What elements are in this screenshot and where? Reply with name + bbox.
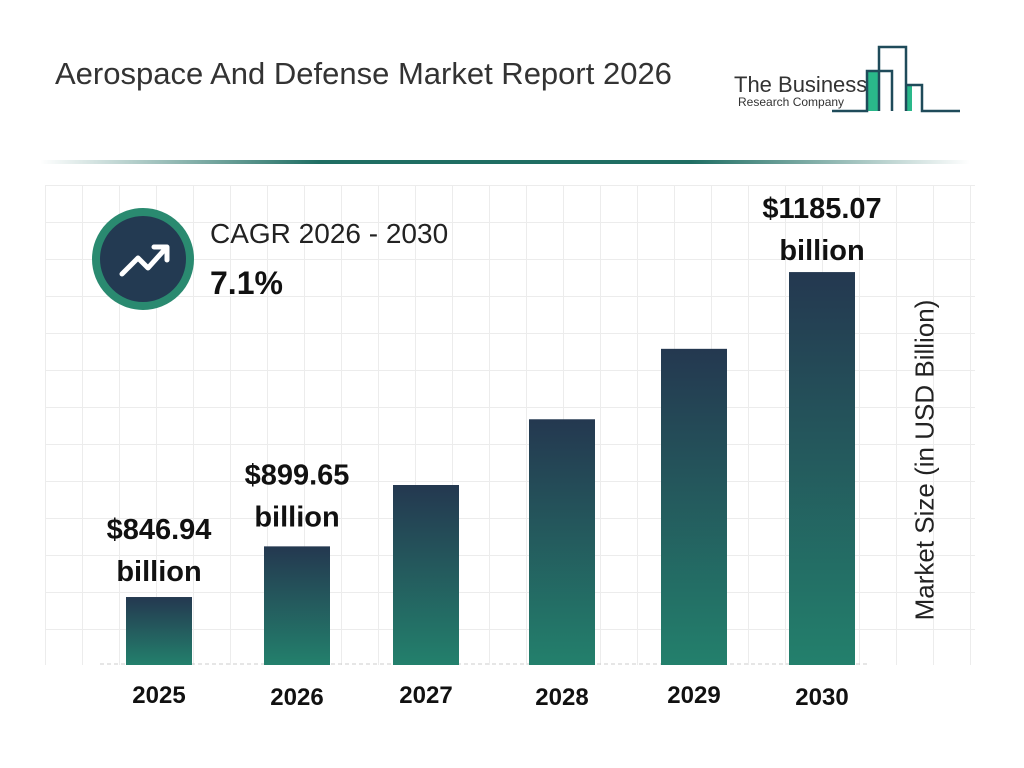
- logo-text-line2: Research Company: [738, 95, 845, 109]
- logo-text-line1: The Business: [734, 72, 868, 97]
- data-label: $1185.07: [762, 193, 881, 225]
- bar-2026: [264, 546, 330, 665]
- trending-up-icon: [119, 244, 170, 277]
- bar-2029: [661, 348, 727, 665]
- cagr-label: CAGR 2026 - 2030: [210, 218, 449, 249]
- cagr-badge: [92, 208, 194, 310]
- data-label: billion: [254, 501, 339, 533]
- cagr-value: 7.1%: [210, 265, 283, 301]
- data-label: $899.65: [245, 459, 350, 491]
- data-label: billion: [116, 556, 201, 588]
- x-tick-label: 2028: [535, 684, 588, 711]
- divider: [40, 160, 970, 164]
- x-tick-label: 2025: [132, 682, 185, 709]
- x-tick-label: 2029: [667, 682, 720, 709]
- bar-2025: [126, 597, 192, 665]
- bar-2030: [789, 272, 855, 665]
- x-tick-label: 2027: [399, 682, 452, 709]
- bar-2027: [393, 485, 459, 665]
- logo-buildings-icon: [832, 45, 960, 113]
- x-tick-label: 2026: [270, 684, 323, 711]
- bar-2028: [529, 419, 595, 665]
- data-label: $846.94: [107, 514, 212, 546]
- chart-title: Aerospace And Defense Market Report 2026: [55, 56, 672, 91]
- x-tick-label: 2030: [795, 684, 848, 711]
- data-label: billion: [779, 235, 864, 267]
